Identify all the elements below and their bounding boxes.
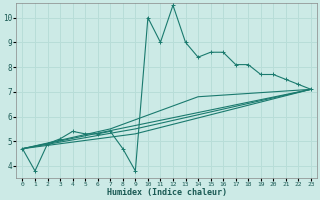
X-axis label: Humidex (Indice chaleur): Humidex (Indice chaleur) — [107, 188, 227, 197]
